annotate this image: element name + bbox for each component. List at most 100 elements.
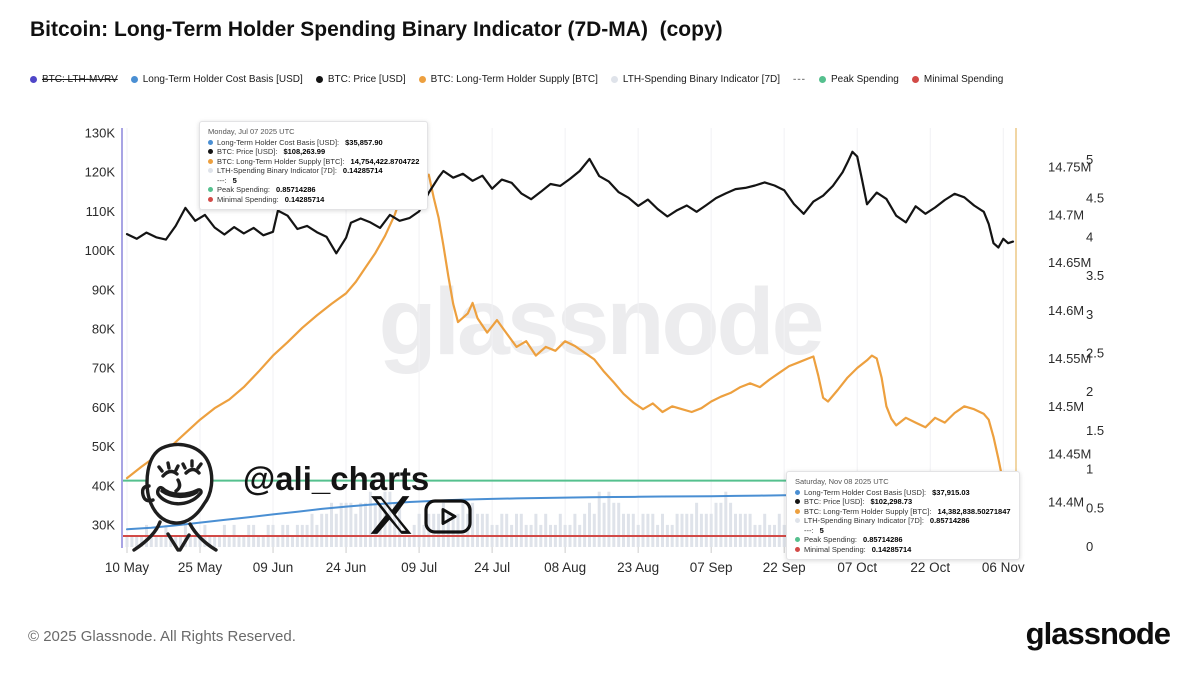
tooltip-series-dot — [795, 499, 800, 505]
svg-text:4: 4 — [1086, 229, 1093, 244]
tooltip-label: Long-Term Holder Cost Basis [USD]: — [804, 487, 927, 497]
legend-label: Peak Spending — [831, 74, 899, 85]
tooltip-value: $108,263.99 — [283, 147, 326, 157]
tooltip-row: Minimal Spending: 0.14285714 — [795, 545, 1011, 555]
tooltip-value: 5 — [819, 525, 824, 535]
btc-long-term-holder-supply-btc--line — [125, 161, 1015, 520]
tooltip-series-dot — [208, 149, 213, 155]
tooltip-series-dot — [795, 489, 800, 495]
chart-title: Bitcoin: Long-Term Holder Spending Binar… — [30, 18, 723, 41]
tooltip-label: Minimal Spending: — [217, 194, 279, 204]
tooltip-label: BTC: Price [USD]: — [804, 497, 865, 507]
svg-text:10 May: 10 May — [105, 560, 150, 575]
supply-axis-labels: 14.75M14.7M14.65M14.6M14.55M14.5M14.45M1… — [1048, 160, 1091, 510]
legend-dot — [610, 76, 618, 83]
legend-label: LTH-Spending Binary Indicator [7D] — [622, 74, 781, 85]
svg-text:14.4M: 14.4M — [1048, 494, 1084, 509]
tooltip-series-dot — [795, 508, 800, 514]
youtube-icon — [424, 499, 472, 534]
svg-text:110K: 110K — [86, 204, 116, 219]
svg-text:4.5: 4.5 — [1086, 191, 1104, 206]
legend-label: BTC: Price [USD] — [327, 74, 406, 85]
tooltip-value: 0.14285714 — [284, 194, 325, 204]
svg-text:09 Jun: 09 Jun — [253, 560, 294, 575]
tooltip-row: LTH-Spending Binary Indicator [7D]: 0.857… — [795, 516, 1011, 526]
legend-item-7[interactable]: Minimal Spending — [911, 74, 1004, 85]
svg-text:2: 2 — [1086, 384, 1093, 399]
tooltip-row: ---: 5 — [208, 176, 419, 186]
tooltip-nov08: Saturday, Nov 08 2025 UTC Long-Term Holde… — [786, 471, 1020, 561]
tooltip-row: Minimal Spending: 0.14285714 — [208, 195, 419, 205]
tooltip-value: 0.14285714 — [342, 166, 383, 176]
svg-text:130K: 130K — [85, 126, 116, 141]
svg-text:23 Aug: 23 Aug — [617, 560, 659, 575]
legend: BTC: LTH-MVRV Long-Term Holder Cost Basis… — [30, 74, 1003, 85]
x-twitter-icon — [370, 496, 412, 534]
svg-text:90K: 90K — [92, 282, 115, 297]
tooltip-value: $102,298.73 — [870, 497, 913, 507]
tooltip-value: 5 — [232, 175, 237, 185]
tooltip-label: ---: — [804, 525, 814, 535]
legend-item-2[interactable]: BTC: Price [USD] — [315, 74, 406, 85]
legend-label: BTC: Long-Term Holder Supply [BTC] — [430, 74, 598, 85]
svg-text:30K: 30K — [92, 518, 115, 533]
svg-text:50K: 50K — [92, 439, 115, 454]
svg-text:22 Sep: 22 Sep — [763, 560, 806, 575]
tooltip-series-dot — [208, 196, 213, 202]
legend-dot — [30, 76, 37, 83]
legend-dot — [911, 76, 919, 83]
tooltip-row: LTH-Spending Binary Indicator [7D]: 0.142… — [208, 166, 419, 176]
legend-item-4[interactable]: LTH-Spending Binary Indicator [7D] — [610, 74, 781, 85]
svg-text:60K: 60K — [92, 400, 115, 415]
svg-text:24 Jun: 24 Jun — [326, 560, 367, 575]
svg-text:14.7M: 14.7M — [1048, 207, 1084, 222]
svg-text:1.5: 1.5 — [1086, 423, 1104, 438]
tooltip-row: BTC: Price [USD]: $108,263.99 — [208, 147, 419, 157]
tooltip-row: BTC: Price [USD]: $102,298.73 — [795, 497, 1011, 507]
legend-dot — [130, 76, 138, 83]
legend-label: Long-Term Holder Cost Basis [USD] — [142, 74, 303, 85]
x-axis-labels: 10 May 25 May 09 Jun 24 Jun 09 Jul 24 Jul 08 A… — [105, 560, 1025, 575]
svg-text:06 Nov: 06 Nov — [982, 560, 1025, 575]
svg-text:0: 0 — [1086, 539, 1093, 554]
svg-text:1: 1 — [1086, 462, 1093, 477]
svg-text:120K: 120K — [85, 165, 116, 180]
svg-text:40K: 40K — [92, 478, 115, 493]
tooltip-label: Minimal Spending: — [804, 544, 866, 554]
legend-item-0[interactable]: BTC: LTH-MVRV — [30, 74, 118, 85]
tooltip-series-dot — [795, 518, 800, 524]
tooltip-series-dot — [795, 546, 800, 552]
legend-item-1[interactable]: Long-Term Holder Cost Basis [USD] — [130, 74, 303, 85]
legend-dash-swatch: --- — [793, 74, 807, 85]
svg-text:14.45M: 14.45M — [1048, 447, 1091, 462]
svg-text:09 Jul: 09 Jul — [401, 560, 437, 575]
svg-text:80K: 80K — [92, 322, 115, 337]
legend-label: Minimal Spending — [923, 74, 1004, 85]
copyright-text: © 2025 Glassnode. All Rights Reserved. — [28, 628, 296, 645]
svg-text:24 Jul: 24 Jul — [474, 560, 510, 575]
tooltip-label: LTH-Spending Binary Indicator [7D]: — [804, 516, 924, 526]
tooltip-value: 0.85714286 — [275, 185, 316, 195]
tooltip-label: LTH-Spending Binary Indicator [7D]: — [217, 166, 337, 176]
tooltip-row: Long-Term Holder Cost Basis [USD]: $35,85… — [208, 138, 419, 148]
indicator-axis-labels: 5 4.5 4 3.5 3 2.5 2 1.5 1 0.5 0 — [1086, 152, 1104, 554]
tooltip-label: ---: — [217, 175, 227, 185]
tooltip-spacer — [795, 528, 800, 533]
tooltip-value: 0.14285714 — [871, 544, 912, 554]
legend-item-3[interactable]: BTC: Long-Term Holder Supply [BTC] — [418, 74, 598, 85]
svg-text:0.5: 0.5 — [1086, 500, 1104, 515]
tooltip-label: Peak Spending: — [804, 535, 857, 545]
tooltip-spacer — [208, 178, 213, 183]
legend-dot — [418, 76, 426, 83]
tooltip-series-dot — [208, 139, 213, 145]
legend-item-5[interactable]: --- — [793, 74, 806, 85]
tooltip-label: Long-Term Holder Cost Basis [USD]: — [217, 137, 340, 147]
tooltip-date: Monday, Jul 07 2025 UTC — [208, 127, 295, 136]
tooltip-series-dot — [208, 158, 213, 164]
legend-dot — [315, 76, 323, 83]
tooltip-series-dot — [795, 537, 800, 543]
svg-text:07 Oct: 07 Oct — [837, 560, 877, 575]
legend-item-6[interactable]: Peak Spending — [819, 74, 899, 85]
legend-label: BTC: LTH-MVRV — [42, 74, 118, 85]
